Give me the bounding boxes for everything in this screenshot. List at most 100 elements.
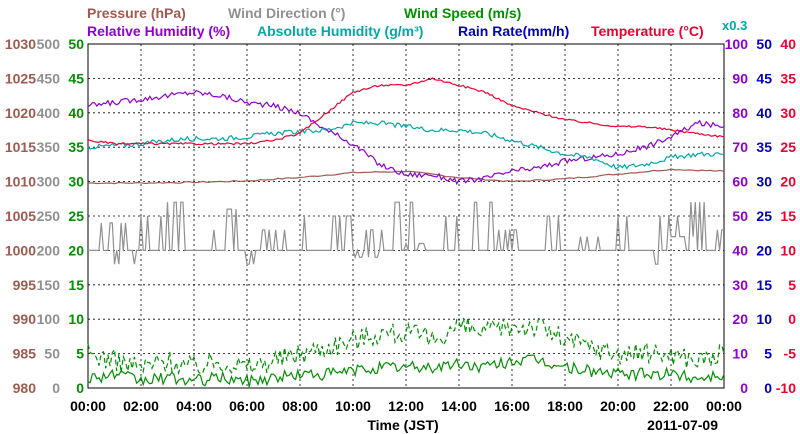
right-axis-tick-relative-humidity: 70 [732, 139, 748, 155]
right-axis-tick-relative-humidity: 10 [732, 346, 748, 362]
legend-wind-direction: Wind Direction (°) [228, 5, 345, 21]
left-axis-tick-wind-speed: 10 [68, 311, 84, 327]
left-axis-tick-wind-speed: 50 [68, 36, 84, 52]
x-tick-label: 00:00 [706, 398, 742, 414]
left-axis-tick-wind-direction: 300 [37, 174, 61, 190]
legend-scale-note: x0.3 [722, 18, 747, 33]
x-tick-label: 06:00 [229, 398, 265, 414]
axes: 9809859909951000100510101015102010251030… [5, 36, 796, 396]
left-axis-tick-wind-speed: 40 [68, 105, 84, 121]
legend-wind-speed: Wind Speed (m/s) [404, 5, 521, 21]
right-axis-tick-rain-rate: 25 [756, 208, 772, 224]
series-wind-speed-m-s [87, 354, 725, 388]
left-axis-tick-wind-direction: 350 [37, 139, 61, 155]
x-axis: Time (JST) 2011-07-09 00:00 02:00 04:00 06:… [70, 398, 742, 433]
x-tick-label: 02:00 [123, 398, 159, 414]
x-tick-label: 04:00 [176, 398, 212, 414]
series-lines [87, 77, 725, 388]
left-axis-tick-pressure: 1005 [5, 208, 36, 224]
x-tick-label: 18:00 [547, 398, 583, 414]
right-axis-tick-rain-rate: 45 [756, 70, 772, 86]
x-tick-label: 08:00 [282, 398, 318, 414]
right-axis-tick-relative-humidity: 90 [732, 70, 748, 86]
right-axis-tick-temperature: 5 [788, 277, 796, 293]
left-axis-tick-wind-direction: 200 [37, 242, 61, 258]
x-tick-label: 22:00 [653, 398, 689, 414]
left-axis-tick-wind-direction: 500 [37, 36, 61, 52]
x-tick-label: 20:00 [600, 398, 636, 414]
left-axis-tick-pressure: 1020 [5, 105, 36, 121]
right-axis-tick-temperature: -5 [784, 346, 797, 362]
left-axis-tick-wind-direction: 400 [37, 105, 61, 121]
left-axis-tick-wind-speed: 45 [68, 70, 84, 86]
left-axis-tick-pressure: 1030 [5, 36, 36, 52]
x-tick-label: 16:00 [494, 398, 530, 414]
right-axis-tick-rain-rate: 0 [764, 380, 772, 396]
right-axis-tick-rain-rate: 20 [756, 242, 772, 258]
right-axis-tick-temperature: 25 [780, 139, 796, 155]
right-axis-tick-temperature: -10 [776, 380, 796, 396]
right-axis-tick-temperature: 10 [780, 242, 796, 258]
left-axis-tick-wind-speed: 25 [68, 208, 84, 224]
series-wind-direction [88, 201, 724, 265]
right-axis-tick-relative-humidity: 80 [732, 105, 748, 121]
left-axis-tick-wind-speed: 35 [68, 139, 84, 155]
left-axis-tick-pressure: 1000 [5, 242, 36, 258]
right-axis-tick-temperature: 0 [788, 311, 796, 327]
series-temperature-c [87, 77, 725, 146]
series-pressure-hpa [87, 168, 725, 185]
right-axis-tick-rain-rate: 35 [756, 139, 772, 155]
right-axis-tick-temperature: 30 [780, 105, 796, 121]
left-axis-tick-pressure: 990 [13, 311, 37, 327]
legend: Pressure (hPa) Wind Direction (°) Wind S… [87, 5, 747, 39]
right-axis-tick-rain-rate: 50 [756, 36, 772, 52]
right-axis-tick-temperature: 35 [780, 70, 796, 86]
right-axis-tick-relative-humidity: 40 [732, 242, 748, 258]
x-tick-label: 00:00 [70, 398, 106, 414]
right-axis-tick-relative-humidity: 30 [732, 277, 748, 293]
left-axis-tick-wind-direction: 0 [52, 380, 60, 396]
left-axis-tick-pressure: 985 [13, 346, 37, 362]
left-axis-tick-wind-speed: 0 [76, 380, 84, 396]
left-axis-tick-wind-speed: 20 [68, 242, 84, 258]
left-axis-tick-wind-speed: 5 [76, 346, 84, 362]
legend-relative-humidity: Relative Humidity (%) [87, 23, 230, 39]
left-axis-tick-wind-direction: 450 [37, 70, 61, 86]
left-axis-tick-pressure: 1025 [5, 70, 36, 86]
left-axis-tick-wind-direction: 250 [37, 208, 61, 224]
left-axis-tick-pressure: 1015 [5, 139, 36, 155]
legend-absolute-humidity: Absolute Humidity (g/m³) [257, 23, 423, 39]
right-axis-tick-rain-rate: 40 [756, 105, 772, 121]
x-tick-label: 10:00 [335, 398, 371, 414]
legend-rain-rate: Rain Rate(mm/h) [458, 23, 569, 39]
right-axis-tick-temperature: 40 [780, 36, 796, 52]
x-tick-label: 12:00 [388, 398, 424, 414]
series-absolute-humidity-g-m [87, 120, 725, 170]
right-axis-tick-relative-humidity: 60 [732, 174, 748, 190]
right-axis-tick-relative-humidity: 0 [740, 380, 748, 396]
left-axis-tick-pressure: 1010 [5, 174, 36, 190]
right-axis-tick-relative-humidity: 50 [732, 208, 748, 224]
x-tick-label: 14:00 [441, 398, 477, 414]
right-axis-tick-rain-rate: 5 [764, 346, 772, 362]
left-axis-tick-wind-direction: 100 [37, 311, 61, 327]
right-axis-tick-rain-rate: 10 [756, 311, 772, 327]
left-axis-tick-wind-speed: 15 [68, 277, 84, 293]
date-label: 2011-07-09 [647, 417, 718, 433]
right-axis-tick-rain-rate: 30 [756, 174, 772, 190]
left-axis-tick-wind-direction: 50 [44, 346, 60, 362]
x-axis-label: Time (JST) [367, 417, 438, 433]
legend-pressure: Pressure (hPa) [87, 5, 186, 21]
left-axis-tick-wind-direction: 150 [37, 277, 61, 293]
right-axis-tick-relative-humidity: 20 [732, 311, 748, 327]
series-relative-humidity [87, 89, 725, 186]
left-axis-tick-wind-speed: 30 [68, 174, 84, 190]
legend-temperature: Temperature (°C) [591, 23, 704, 39]
right-axis-tick-relative-humidity: 100 [725, 36, 749, 52]
left-axis-tick-pressure: 995 [13, 277, 37, 293]
right-axis-tick-rain-rate: 15 [756, 277, 772, 293]
series-wind-speed-m-s-peak [87, 317, 725, 376]
left-axis-tick-pressure: 980 [13, 380, 37, 396]
right-axis-tick-temperature: 20 [780, 174, 796, 190]
